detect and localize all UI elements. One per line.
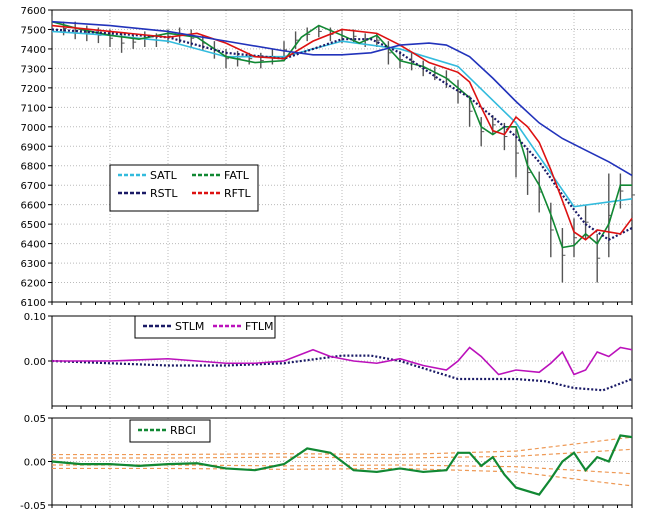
y-tick-label: 7100 [21, 103, 46, 114]
legend: SATL FATL RSTL RFTL [109, 164, 259, 212]
legend-label-rstl: RSTL [150, 187, 178, 200]
series-line-rstl [51, 28, 633, 241]
series-line-rftl [51, 24, 633, 241]
series-line-satl [51, 30, 633, 208]
series-line-rbci [51, 434, 633, 496]
legend: RBCI [129, 419, 211, 443]
legend-label-satl: SATL [150, 169, 178, 182]
y-tick-label: 6400 [21, 240, 46, 251]
y-tick-label: 7000 [21, 123, 46, 134]
y-tick-label: 0.00 [24, 458, 46, 469]
y-tick-label: 0.10 [24, 312, 46, 323]
band-line [52, 467, 633, 487]
y-tick-label: 6600 [21, 201, 46, 212]
y-tick-label: 7500 [21, 25, 46, 36]
series-line-fatl [51, 20, 632, 249]
y-tick-label: 6100 [21, 298, 46, 309]
series-line-unnamed [51, 20, 633, 177]
y-tick-label: 7600 [21, 6, 46, 17]
y-tick-label: 6500 [21, 220, 46, 231]
y-tick-label: 6300 [21, 259, 46, 270]
y-tick-label: -0.05 [20, 501, 46, 512]
legend-box [129, 419, 211, 443]
legend-label-ftlm: FTLM [245, 320, 273, 333]
band-line [52, 448, 633, 459]
series-line-ftlm [52, 346, 633, 376]
y-tick-label: 7200 [21, 84, 46, 95]
legend-box [134, 315, 276, 339]
y-tick-label: 0.05 [24, 414, 46, 425]
legend: STLM FTLM [134, 315, 276, 339]
legend-box [109, 164, 259, 212]
chart-panel-2: 0.10 0.00 STLM FTLM [24, 312, 633, 409]
chart-panel-1: 6100 6200 6300 6400 6500 6600 6700 6800 6900 7000… [21, 6, 635, 309]
legend-label-fatl: FATL [224, 169, 250, 182]
y-tick-label: 6200 [21, 279, 46, 290]
y-tick-label: 6700 [21, 181, 46, 192]
band-line [52, 436, 633, 456]
y-tick-label: 6900 [21, 142, 46, 153]
legend-label-stlm: STLM [175, 320, 204, 333]
series-line-stlm [51, 354, 633, 392]
legend-label-rbci: RBCI [170, 424, 196, 437]
y-tick-label: 7300 [21, 64, 46, 75]
legend-label-rftl: RFTL [224, 187, 251, 200]
chart-panel-3: 0.05 0.00 -0.05 RBCI [20, 414, 633, 512]
y-tick-label: 7400 [21, 45, 46, 56]
y-tick-label: 6800 [21, 162, 46, 173]
y-tick-label: 0.00 [24, 357, 46, 368]
